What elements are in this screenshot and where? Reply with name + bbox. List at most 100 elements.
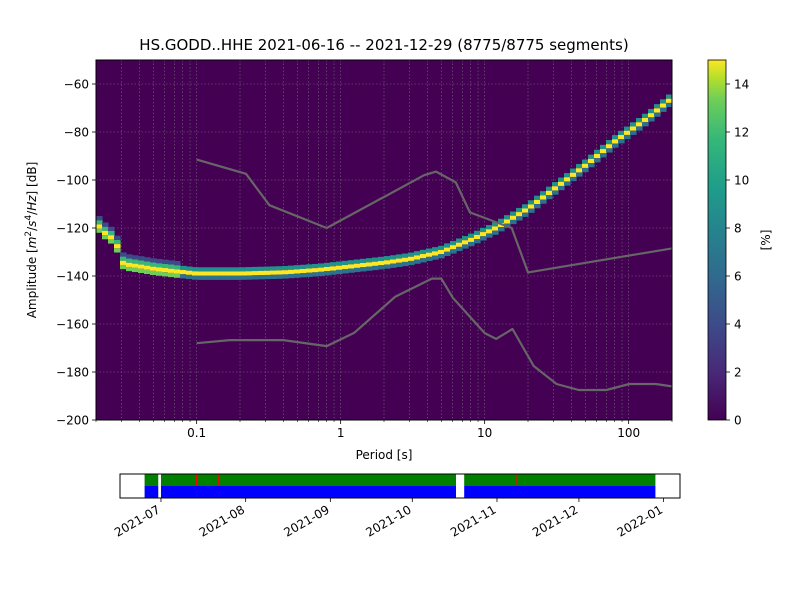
heatmap-cell <box>414 251 421 256</box>
heatmap-cell <box>546 190 553 195</box>
heatmap-cell <box>204 271 211 276</box>
heatmap-cell <box>594 158 601 163</box>
heatmap-cell <box>456 246 463 252</box>
heatmap-cell <box>150 270 157 276</box>
heatmap-cell <box>462 236 469 241</box>
heatmap-cell <box>144 265 151 270</box>
heatmap-cell <box>132 263 139 268</box>
heatmap-cell <box>198 275 205 280</box>
heatmap-cell <box>534 204 541 209</box>
heatmap-cell <box>486 233 493 238</box>
heatmap-cell <box>240 275 247 280</box>
heatmap-cell <box>174 273 181 278</box>
heatmap-cell <box>180 265 187 271</box>
heatmap-cell <box>480 227 487 233</box>
heatmap-cell <box>270 270 277 275</box>
heatmap-cell <box>330 266 337 271</box>
y-axis-label: Amplitude [m2/s4/Hz] [dB] <box>24 162 39 319</box>
heatmap-cell <box>102 235 109 240</box>
heatmap-cell <box>336 269 343 275</box>
heatmap-cell <box>540 195 547 200</box>
heatmap-cell <box>630 126 637 131</box>
heatmap-cell <box>450 249 457 254</box>
heatmap-cell <box>300 268 307 274</box>
heatmap-cell <box>378 256 385 262</box>
timeline-interval <box>464 474 656 486</box>
heatmap-cell <box>354 259 361 264</box>
y-axis: −60 −80 −100 −120 −140 −160 −180 −200 <box>56 78 96 428</box>
heatmap-cell <box>594 149 601 154</box>
heatmap-cell <box>288 265 295 270</box>
heatmap-cell <box>534 199 541 205</box>
grid <box>96 60 672 420</box>
heatmap-cell <box>384 260 391 265</box>
nhnm-curve <box>196 158 672 274</box>
heatmap-cell <box>300 273 307 278</box>
heatmap-cell <box>570 176 577 182</box>
heatmap-cell <box>498 218 505 223</box>
heatmap-cell <box>516 207 523 213</box>
heatmap-cell <box>120 252 127 257</box>
heatmap-cell <box>246 275 253 280</box>
heatmap-cell <box>582 163 589 168</box>
heatmap-cell <box>234 275 241 280</box>
heatmap-cell <box>552 182 559 187</box>
heatmap-cell <box>294 273 301 278</box>
heatmap-cell <box>306 264 313 269</box>
heatmap-cell <box>114 244 121 249</box>
heatmap-cell <box>432 255 439 260</box>
heatmap-cell <box>606 144 613 149</box>
heatmap-cell <box>600 153 607 158</box>
x-tick-label: 1 <box>337 426 345 440</box>
colorbar-tick-label: 14 <box>734 78 749 92</box>
heatmap-cell <box>474 230 481 235</box>
heatmap-cell <box>396 258 403 263</box>
heatmap-cell <box>96 224 103 229</box>
heatmap-cell <box>492 222 499 227</box>
heatmap-cell <box>312 268 319 273</box>
heatmap-cell <box>492 226 499 231</box>
heatmap-cell <box>210 267 217 272</box>
heatmap-cell <box>390 263 397 268</box>
heatmap-cell <box>210 275 217 280</box>
heatmap-cell <box>252 275 259 280</box>
heatmap-cell <box>300 264 307 269</box>
heatmap-cell <box>654 112 661 117</box>
heatmap-cell <box>402 257 409 262</box>
heatmap-cell <box>234 267 241 272</box>
heatmap-cell <box>258 270 265 276</box>
heatmap-cell <box>150 262 157 267</box>
heatmap-cell <box>630 122 637 127</box>
heatmap-cell <box>168 264 175 269</box>
heatmap-cell <box>240 267 247 272</box>
heatmap-cell <box>606 139 613 145</box>
heatmap-cell <box>636 126 643 131</box>
heatmap-cell <box>132 259 139 264</box>
heatmap-cell <box>360 263 367 268</box>
heatmap-cell <box>618 135 625 140</box>
heatmap-cell <box>660 107 667 112</box>
heatmap-cell <box>114 248 121 253</box>
timeline-interval <box>144 474 159 486</box>
heatmap-cell <box>576 164 583 169</box>
heatmap-cell <box>288 269 295 274</box>
heatmap-cell <box>96 228 103 233</box>
data-availability-timeline: 2021-07 2021-08 2021-09 2021-10 2021-11 2021-… <box>112 473 681 540</box>
heatmap-cell <box>462 240 469 245</box>
timeline-tick-label: 2021-08 <box>197 502 247 539</box>
heatmap-cell <box>366 266 373 271</box>
heatmap-cell <box>408 252 415 257</box>
heatmap-cell <box>456 238 463 243</box>
heatmap-cell <box>396 262 403 267</box>
heatmap-cell <box>288 273 295 279</box>
heatmap-cell <box>186 274 193 280</box>
heatmap-cell <box>558 185 565 191</box>
heatmap-cell <box>156 267 163 272</box>
heatmap-cell <box>204 275 211 280</box>
heatmap-cell <box>444 247 451 252</box>
heatmap-cell <box>636 122 643 127</box>
timeline-tick-label: 2021-09 <box>281 502 331 539</box>
heatmap-cell <box>390 255 397 260</box>
heatmap-cell <box>162 272 169 277</box>
heatmap-cell <box>120 264 127 270</box>
